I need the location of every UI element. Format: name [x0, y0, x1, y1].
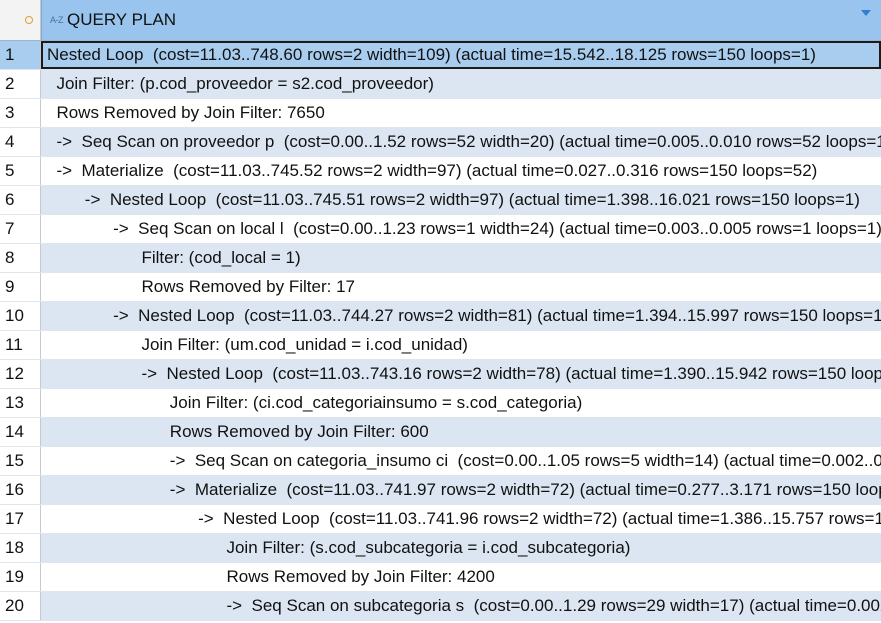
column-title: QUERY PLAN — [67, 10, 176, 29]
query-plan-cell[interactable]: -> Seq Scan on local l (cost=0.00..1.23 … — [41, 215, 881, 243]
row-number[interactable]: 19 — [0, 563, 41, 591]
query-plan-cell[interactable]: Nested Loop (cost=11.03..748.60 rows=2 w… — [41, 41, 881, 69]
corner-cell[interactable] — [0, 0, 41, 40]
table-row[interactable]: 9 Rows Removed by Filter: 17 — [0, 273, 881, 302]
query-plan-cell[interactable]: -> Materialize (cost=11.03..741.97 rows=… — [41, 476, 881, 504]
row-number[interactable]: 5 — [0, 157, 41, 185]
query-plan-cell[interactable]: -> Nested Loop (cost=11.03..745.51 rows=… — [41, 186, 881, 214]
row-number[interactable]: 14 — [0, 418, 41, 446]
row-number[interactable]: 7 — [0, 215, 41, 243]
table-row[interactable]: 11 Join Filter: (um.cod_unidad = i.cod_u… — [0, 331, 881, 360]
rows-container: 1 Nested Loop (cost=11.03..748.60 rows=2 … — [0, 41, 881, 621]
query-plan-cell[interactable]: Filter: (cod_local = 1) — [41, 244, 881, 272]
query-plan-cell[interactable]: -> Seq Scan on proveedor p (cost=0.00..1… — [41, 128, 881, 156]
query-plan-cell[interactable]: Join Filter: (ci.cod_categoriainsumo = s… — [41, 389, 881, 417]
table-row[interactable]: 5 -> Materialize (cost=11.03..745.52 row… — [0, 157, 881, 186]
query-plan-cell[interactable]: -> Materialize (cost=11.03..745.52 rows=… — [41, 157, 881, 185]
query-plan-cell[interactable]: -> Seq Scan on categoria_insumo ci (cost… — [41, 447, 881, 475]
row-number[interactable]: 18 — [0, 534, 41, 562]
query-plan-cell[interactable]: Rows Removed by Join Filter: 7650 — [41, 99, 881, 127]
table-row[interactable]: 10 -> Nested Loop (cost=11.03..744.27 ro… — [0, 302, 881, 331]
query-plan-text: Join Filter: (p.cod_proveedor = s2.cod_p… — [47, 74, 434, 93]
table-row[interactable]: 6 -> Nested Loop (cost=11.03..745.51 row… — [0, 186, 881, 215]
query-plan-text: Rows Removed by Join Filter: 600 — [47, 422, 429, 441]
query-plan-cell[interactable]: -> Nested Loop (cost=11.03..741.96 rows=… — [41, 505, 881, 533]
row-indicator-icon — [25, 16, 33, 24]
table-row[interactable]: 4 -> Seq Scan on proveedor p (cost=0.00.… — [0, 128, 881, 157]
query-plan-text: Rows Removed by Join Filter: 4200 — [47, 567, 495, 586]
table-row[interactable]: 16 -> Materialize (cost=11.03..741.97 ro… — [0, 476, 881, 505]
query-plan-cell[interactable]: -> Nested Loop (cost=11.03..743.16 rows=… — [41, 360, 881, 388]
query-plan-cell[interactable]: Rows Removed by Filter: 17 — [41, 273, 881, 301]
query-plan-text: Filter: (cod_local = 1) — [47, 248, 301, 267]
row-number[interactable]: 15 — [0, 447, 41, 475]
row-number[interactable]: 13 — [0, 389, 41, 417]
table-row[interactable]: 19 Rows Removed by Join Filter: 4200 — [0, 563, 881, 592]
sort-dropdown-icon[interactable] — [861, 10, 871, 16]
query-plan-text: -> Seq Scan on proveedor p (cost=0.00..1… — [47, 132, 881, 151]
table-row[interactable]: 14 Rows Removed by Join Filter: 600 — [0, 418, 881, 447]
query-plan-cell[interactable]: Rows Removed by Join Filter: 600 — [41, 418, 881, 446]
query-plan-text: -> Nested Loop (cost=11.03..741.96 rows=… — [47, 509, 881, 528]
query-plan-cell[interactable]: Join Filter: (p.cod_proveedor = s2.cod_p… — [41, 70, 881, 98]
table-row[interactable]: 8 Filter: (cod_local = 1) — [0, 244, 881, 273]
table-row[interactable]: 12 -> Nested Loop (cost=11.03..743.16 ro… — [0, 360, 881, 389]
table-row[interactable]: 20 -> Seq Scan on subcategoria s (cost=0… — [0, 592, 881, 621]
row-number[interactable]: 8 — [0, 244, 41, 272]
row-number[interactable]: 17 — [0, 505, 41, 533]
row-number[interactable]: 6 — [0, 186, 41, 214]
column-header-query-plan[interactable]: A-Z QUERY PLAN — [41, 0, 881, 40]
table-row[interactable]: 7 -> Seq Scan on local l (cost=0.00..1.2… — [0, 215, 881, 244]
table-row[interactable]: 15 -> Seq Scan on categoria_insumo ci (c… — [0, 447, 881, 476]
query-plan-cell[interactable]: -> Nested Loop (cost=11.03..744.27 rows=… — [41, 302, 881, 330]
query-plan-text: -> Nested Loop (cost=11.03..744.27 rows=… — [47, 306, 881, 325]
query-plan-text: Join Filter: (um.cod_unidad = i.cod_unid… — [47, 335, 468, 354]
query-plan-cell[interactable]: Join Filter: (s.cod_subcategoria = i.cod… — [41, 534, 881, 562]
row-number[interactable]: 3 — [0, 99, 41, 127]
query-plan-text: -> Materialize (cost=11.03..745.52 rows=… — [47, 161, 818, 180]
query-plan-text: Rows Removed by Join Filter: 7650 — [47, 103, 325, 122]
row-number[interactable]: 20 — [0, 592, 41, 620]
table-row[interactable]: 13 Join Filter: (ci.cod_categoriainsumo … — [0, 389, 881, 418]
table-row[interactable]: 3 Rows Removed by Join Filter: 7650 — [0, 99, 881, 128]
query-plan-text: -> Materialize (cost=11.03..741.97 rows=… — [47, 480, 881, 499]
query-plan-text: -> Seq Scan on subcategoria s (cost=0.00… — [226, 596, 881, 615]
row-number[interactable]: 10 — [0, 302, 41, 330]
row-number[interactable]: 1 — [0, 41, 41, 69]
row-number[interactable]: 16 — [0, 476, 41, 504]
query-plan-text: Join Filter: (s.cod_subcategoria = i.cod… — [47, 538, 631, 557]
query-plan-cell[interactable]: Rows Removed by Join Filter: 4200 — [41, 563, 881, 591]
query-plan-text: -> Seq Scan on local l (cost=0.00..1.23 … — [47, 219, 881, 238]
table-row[interactable]: 18 Join Filter: (s.cod_subcategoria = i.… — [0, 534, 881, 563]
query-plan-cell[interactable]: Join Filter: (um.cod_unidad = i.cod_unid… — [41, 331, 881, 359]
row-number[interactable]: 9 — [0, 273, 41, 301]
query-plan-text: Rows Removed by Filter: 17 — [47, 277, 355, 296]
query-plan-text: Join Filter: (ci.cod_categoriainsumo = s… — [47, 393, 583, 412]
text-type-icon: A-Z — [50, 15, 64, 25]
table-row[interactable]: 2 Join Filter: (p.cod_proveedor = s2.cod… — [0, 70, 881, 99]
grid-header: A-Z QUERY PLAN — [0, 0, 881, 41]
row-number[interactable]: 2 — [0, 70, 41, 98]
row-number[interactable]: 12 — [0, 360, 41, 388]
table-row[interactable]: 1 Nested Loop (cost=11.03..748.60 rows=2 … — [0, 41, 881, 70]
query-plan-text: Nested Loop (cost=11.03..748.60 rows=2 w… — [47, 45, 816, 64]
query-plan-text: -> Seq Scan on categoria_insumo ci (cost… — [169, 451, 881, 470]
query-plan-text: -> Nested Loop (cost=11.03..743.16 rows=… — [47, 364, 881, 383]
row-number[interactable]: 4 — [0, 128, 41, 156]
query-plan-cell[interactable]: -> Seq Scan on subcategoria s (cost=0.00… — [41, 592, 881, 620]
query-plan-text: -> Nested Loop (cost=11.03..745.51 rows=… — [47, 190, 860, 209]
table-row[interactable]: 17 -> Nested Loop (cost=11.03..741.96 ro… — [0, 505, 881, 534]
row-number[interactable]: 11 — [0, 331, 41, 359]
